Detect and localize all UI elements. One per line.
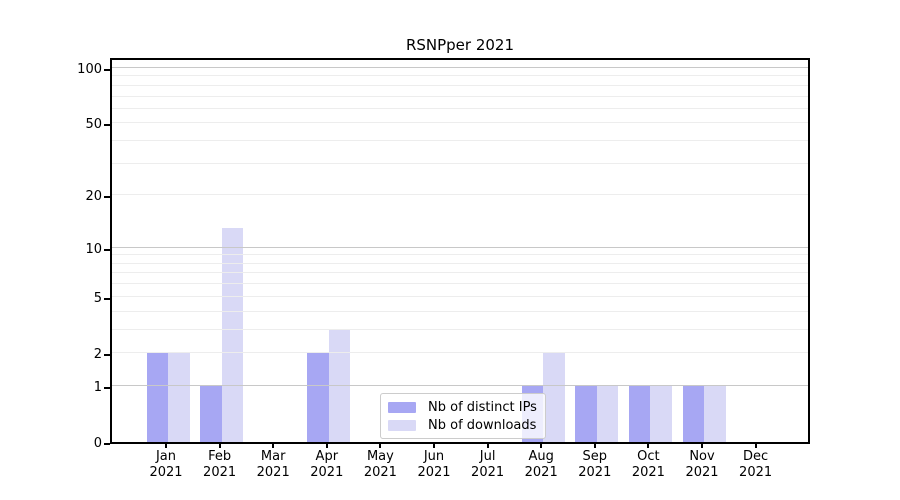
y-tick-2: [104, 354, 110, 356]
y-tick-0: [104, 443, 110, 445]
x-tick-jun: [433, 442, 435, 448]
minor-gridline-30: [112, 162, 808, 164]
x-tick-label-jul: Jul 2021: [471, 449, 505, 480]
y-tick-label-20: 20: [85, 189, 102, 205]
minor-gridline-40: [112, 140, 808, 141]
y-tick-label-5: 5: [93, 290, 102, 306]
x-tick-feb: [218, 442, 221, 448]
x-tick-sep: [593, 442, 596, 448]
minor-gridline-8: [112, 262, 808, 264]
bar-downloads-aug: [543, 353, 565, 442]
x-tick-nov: [701, 442, 703, 448]
y-tick-20: [104, 196, 110, 199]
bar-distinct-ips-jan: [146, 353, 168, 442]
minor-gridline-4: [112, 310, 808, 312]
x-tick-label-aug: Aug 2021: [524, 449, 558, 480]
x-tick-label-apr: Apr 2021: [310, 449, 344, 480]
x-tick-jan: [165, 442, 167, 448]
bar-distinct-ips-apr: [307, 353, 329, 442]
x-tick-apr: [325, 442, 328, 448]
bar-distinct-ips-oct: [628, 385, 651, 442]
y-tick-label-0: 0: [93, 436, 102, 451]
x-tick-label-jan: Jan 2021: [149, 449, 183, 480]
y-tick-label-10: 10: [85, 241, 102, 257]
minor-gridline-6: [112, 283, 808, 285]
x-tick-label-dec: Dec 2021: [739, 449, 773, 480]
x-tick-aug: [540, 442, 543, 448]
y-tick-10: [104, 248, 110, 251]
gridlines-layer: [112, 60, 808, 442]
bar-downloads-nov: [704, 385, 726, 442]
y-tick-label-2: 2: [93, 347, 102, 362]
minor-gridline-50: [112, 122, 808, 124]
legend-swatch-downloads: [388, 419, 416, 431]
x-tick-label-may: May 2021: [363, 449, 397, 480]
minor-gridline-7: [112, 272, 808, 274]
legend-label: Nb of downloads: [428, 417, 537, 433]
y-tick-50: [104, 124, 110, 127]
plot-area: 0 1 2 5 10 20 50 100 Jan 2021 Feb 2021 Mar 2021 Ap…: [77, 58, 810, 480]
minor-gridline-60: [112, 107, 808, 109]
y-tick-1: [104, 386, 110, 389]
minor-gridline-5: [112, 295, 808, 297]
x-tick-label-mar: Mar 2021: [256, 449, 290, 480]
x-tick-label-oct: Oct 2021: [631, 449, 665, 480]
bar-downloads-oct: [650, 385, 672, 442]
major-gridline-100: [112, 66, 808, 68]
legend-label: Nb of distinct IPs: [428, 399, 537, 415]
minor-gridline-9: [112, 254, 808, 256]
x-tick-label-jun: Jun 2021: [417, 449, 451, 480]
x-tick-may: [379, 442, 382, 448]
x-tick-dec: [754, 442, 757, 448]
y-tick-label-50: 50: [85, 117, 102, 133]
minor-gridline-70: [112, 95, 808, 97]
minor-gridline-2: [112, 352, 808, 353]
minor-gridline-80: [112, 84, 808, 86]
x-tick-label-nov: Nov 2021: [685, 449, 719, 480]
major-gridline-10: [112, 246, 808, 248]
legend: Nb of distinct IPs Nb of downloads: [380, 393, 546, 439]
y-tick-label-100: 100: [77, 61, 102, 77]
legend-swatch-distinct-ips: [388, 401, 416, 413]
x-tick-label-sep: Sep 2021: [578, 449, 612, 480]
x-tick-mar: [272, 442, 275, 448]
bar-downloads-sep: [596, 385, 619, 442]
minor-gridline-3: [112, 328, 808, 330]
chart-title: RSNPper 2021: [405, 36, 515, 54]
bar-downloads-jan: [168, 353, 190, 442]
major-gridline-1: [112, 384, 808, 386]
y-tick-5: [104, 297, 110, 300]
bar-distinct-ips-feb: [200, 385, 222, 442]
y-tick-100: [104, 68, 110, 71]
x-tick-label-feb: Feb 2021: [203, 449, 237, 480]
bar-distinct-ips-nov: [682, 385, 704, 442]
legend-item-downloads: Nb of downloads: [388, 417, 537, 433]
bar-distinct-ips-sep: [575, 385, 597, 442]
legend-item-distinct-ips: Nb of distinct IPs: [388, 399, 537, 415]
bar-downloads-feb: [221, 228, 244, 442]
minor-gridline-90: [112, 75, 808, 77]
y-tick-label-1: 1: [93, 379, 102, 395]
x-tick-jul: [486, 442, 489, 448]
minor-gridline-20: [112, 194, 808, 196]
x-tick-oct: [647, 442, 650, 448]
